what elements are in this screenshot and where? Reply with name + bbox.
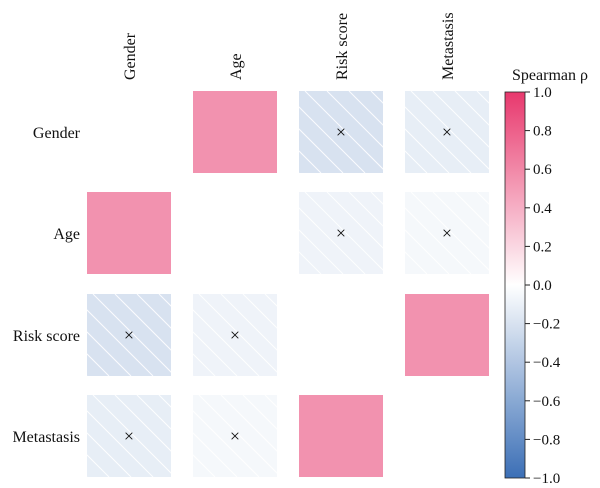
column-labels: Gender Age Risk score Metastasis [122,12,457,80]
colorbar: Spearman ρ 1.0 0.8 0.6 0.4 0.2 0.0 −0.2 −0.4 −0.… [504,67,588,487]
heatmap-cell [193,91,277,173]
colorbar-tick-label: −0.4 [533,355,561,371]
colorbar-gradient [504,91,526,479]
hatch-lines [299,91,383,173]
colorbar-tick-label: 1.0 [533,85,552,101]
heatmap-cell [405,294,489,376]
not-significant-marker: × [124,426,134,446]
heatmap-cell-fill [299,395,383,477]
colorbar-label: Spearman ρ [512,67,588,84]
not-significant-marker: × [336,223,346,243]
row-label: Gender [33,125,81,142]
heatmap-cell [299,395,383,477]
colorbar-tick-label: 0.6 [533,162,552,178]
not-significant-marker: × [442,122,452,142]
row-labels: Gender Age Risk score Metastasis [12,125,80,446]
colorbar-tick-label: −0.8 [533,432,560,448]
colorbar-tick-label: −0.2 [533,317,560,333]
not-significant-marker: × [230,426,240,446]
heatmap-cell: × [405,192,489,274]
heatmap-cell-fill [405,294,489,376]
column-label: Risk score [334,13,351,80]
column-label: Age [228,53,245,80]
row-label: Metastasis [12,429,80,446]
heatmap-cell: × [87,395,171,477]
heatmap-cell: × [87,294,171,376]
heatmap-cell: × [299,91,383,173]
colorbar-tick-label: −0.6 [533,394,561,410]
heatmap-cell: × [299,192,383,274]
hatch-lines [193,294,277,376]
hatch-lines [87,294,171,376]
colorbar-tick-label: 0.2 [533,239,552,255]
not-significant-marker: × [442,223,452,243]
column-label: Metastasis [440,12,457,80]
heatmap-cell: × [193,395,277,477]
not-significant-marker: × [124,325,134,345]
heatmap-cells: × × × × × × × × [87,91,489,477]
not-significant-marker: × [230,325,240,345]
row-label: Risk score [13,328,80,345]
colorbar-tick-label: −1.0 [533,471,560,487]
colorbar-tick-label: 0.0 [533,278,552,294]
heatmap-cell [87,192,171,274]
row-label: Age [53,226,80,243]
not-significant-marker: × [336,122,346,142]
hatch-lines [87,395,171,477]
hatch-lines [299,192,383,274]
heatmap-cell: × [405,91,489,173]
colorbar-tick-label: 0.4 [533,201,552,217]
heatmap-cell: × [193,294,277,376]
heatmap-cell-fill [87,192,171,274]
colorbar-tick-label: 0.8 [533,124,552,140]
heatmap-cell-fill [193,91,277,173]
column-label: Gender [122,32,139,80]
hatch-lines [405,192,489,274]
hatch-lines [193,395,277,477]
hatch-lines [405,91,489,173]
